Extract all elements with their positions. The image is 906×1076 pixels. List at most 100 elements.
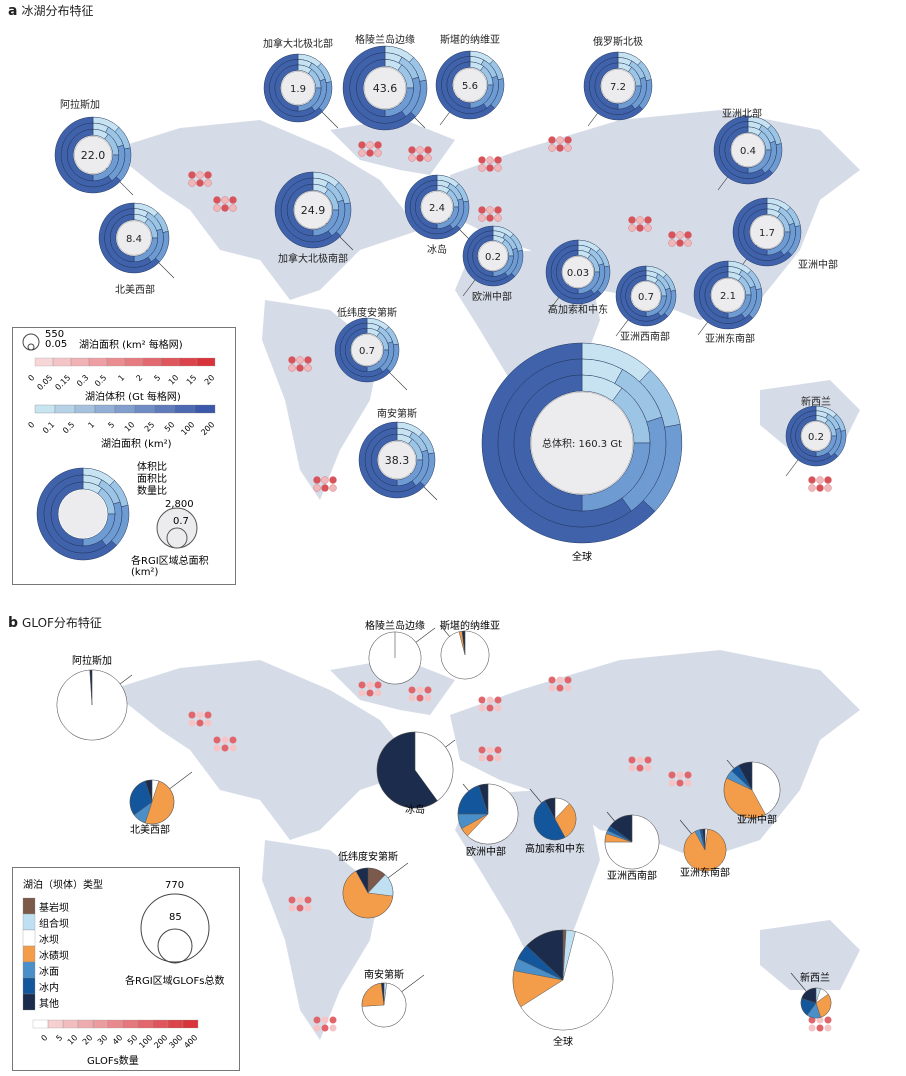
- area-scale-cell: [74, 404, 96, 414]
- glof-count-cell: [628, 756, 636, 764]
- pie-slice-其他: [89, 669, 93, 706]
- lake-volume-cell: [564, 136, 572, 144]
- volume-scale-cell: [142, 357, 162, 367]
- glof-count-cell: [374, 689, 382, 697]
- glof-count-cell: [321, 1016, 329, 1024]
- glof-count-cell: [628, 764, 636, 772]
- glof-count-cell: [204, 719, 212, 727]
- landmass: [110, 660, 420, 840]
- lake-donut-加拿大北极北部: 1.9: [263, 53, 333, 123]
- donut-value: 总体积: 160.3 Gt: [542, 437, 622, 450]
- volume-tick: 0.15: [53, 373, 72, 392]
- lake-volume-cell: [329, 476, 337, 484]
- glof-count-cell: [229, 744, 237, 752]
- glof-count-cell: [478, 704, 486, 712]
- lake-volume-cell: [424, 146, 432, 154]
- lake-donut-global: 总体积: 160.3 Gt: [481, 342, 683, 544]
- volume-tick: 10: [167, 373, 181, 387]
- lake-volume-cell: [494, 206, 502, 214]
- total-area-circle: [711, 278, 745, 312]
- glof-count-cell: [329, 1024, 337, 1032]
- glof-count-cell: [288, 896, 296, 904]
- lake-volume-cell: [288, 364, 296, 372]
- ring-label-area: 面积比: [137, 474, 167, 485]
- volume-scale-cell: [34, 357, 54, 367]
- total-area-circle: [601, 69, 635, 103]
- total-area-circle: [421, 191, 453, 223]
- region-label: 亚洲东南部: [705, 332, 755, 345]
- lake-volume-cell: [494, 214, 502, 222]
- glof-count-cell: [486, 704, 494, 712]
- lake-volume-cell: [684, 231, 692, 239]
- ring-label-volume: 体积比: [137, 462, 167, 473]
- lake-volume-cell: [494, 156, 502, 164]
- glof-count-cell: [221, 736, 229, 744]
- lake-volume-cell: [808, 484, 816, 492]
- lake-volume-cell: [478, 206, 486, 214]
- lake-volume-cell: [636, 216, 644, 224]
- region-label: 俄罗斯北极: [593, 35, 643, 48]
- legend-panel-a: 0 0.05 0.15 0.3 0.5 1 2 5 10 15 20 0 0.1 0.5 1 5 10 25 50 1…: [12, 327, 236, 585]
- donut-value: 0.7: [638, 292, 654, 303]
- type-swatch: [22, 961, 36, 979]
- lake-donut-亚洲中部: 1.7: [732, 197, 802, 267]
- glof-count-cell: [213, 736, 221, 744]
- volume-tick: 15: [185, 373, 199, 387]
- type-title: 湖泊（坝体）类型: [23, 880, 103, 891]
- pie-slice-其他: [526, 929, 564, 981]
- region-label: 斯堪的纳维亚: [440, 33, 500, 46]
- type-swatch: [22, 945, 36, 963]
- pie-slice-冰碛坝: [723, 777, 766, 819]
- lake-volume-cell: [321, 484, 329, 492]
- lake-donut-高加索和中东: 0.03: [545, 239, 611, 305]
- lake-volume-cell: [628, 224, 636, 232]
- landmass: [760, 920, 860, 990]
- glof-count-cell: [644, 756, 652, 764]
- lake-volume-cell: [478, 214, 486, 222]
- glof-tick: 20: [81, 1033, 95, 1047]
- lake-volume-cell: [478, 164, 486, 172]
- glof-tick: 30: [96, 1033, 110, 1047]
- glof-pie-欧洲中部: [457, 783, 519, 845]
- type-swatch: [22, 993, 36, 1011]
- ring-segment: [110, 213, 135, 263]
- region-label: 冰岛: [427, 243, 447, 256]
- glof-count-cell: [486, 746, 494, 754]
- pie-slice-其他: [738, 761, 753, 791]
- ring-segment: [555, 249, 579, 295]
- glof-count-cell: [556, 684, 564, 692]
- lake-volume-cell: [374, 149, 382, 157]
- glof-pie-新西兰: [800, 987, 832, 1019]
- total-area-circle: [731, 133, 765, 167]
- volume-scale-cell: [124, 357, 144, 367]
- glof-count-cell: [408, 694, 416, 702]
- total-area-circle: [363, 66, 407, 110]
- volume-scale-cell: [196, 357, 216, 367]
- glof-scale-cell: [62, 1019, 79, 1029]
- area-tick: 10: [123, 420, 137, 434]
- glof-pie-北美西部: [129, 779, 175, 825]
- region-label: 欧洲中部: [472, 290, 512, 303]
- pie-slice-其他: [144, 779, 153, 803]
- glof-count-cell: [196, 711, 204, 719]
- ring-segment: [66, 128, 94, 182]
- donut-value: 0.2: [808, 432, 824, 443]
- lake-volume-cell: [221, 204, 229, 212]
- landmass: [330, 118, 455, 175]
- lake-volume-cell: [196, 171, 204, 179]
- ring-segment: [472, 235, 494, 277]
- lake-volume-cell: [329, 484, 337, 492]
- lake-volume-cell: [188, 171, 196, 179]
- volume-scale-cell: [160, 357, 180, 367]
- glof-count-cell: [204, 711, 212, 719]
- donut-value: 5.6: [462, 81, 478, 92]
- ring-segment: [274, 64, 299, 112]
- ring-segment: [513, 374, 583, 512]
- total-area-circle: [453, 68, 487, 102]
- legend-total-circle: [59, 490, 107, 538]
- region-label: 南安第斯: [377, 407, 417, 420]
- lake-volume-cell: [313, 476, 321, 484]
- volume-scale-cell: [178, 357, 198, 367]
- region-label: 亚洲北部: [722, 107, 762, 120]
- glof-scale-cell: [107, 1019, 124, 1029]
